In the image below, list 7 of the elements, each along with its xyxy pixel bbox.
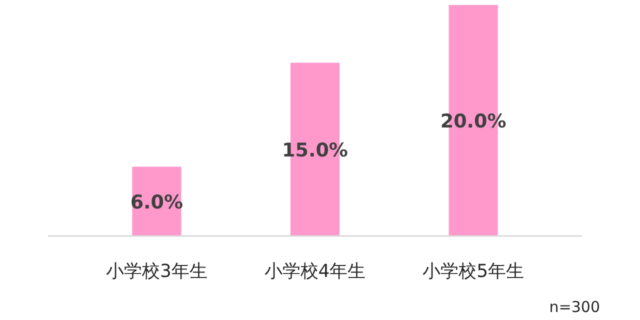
x-tick-label: 小学校5年生 [422, 261, 524, 282]
data-label: 20.0% [440, 110, 506, 132]
x-tick-label: 小学校3年生 [106, 261, 208, 282]
data-label: 15.0% [282, 139, 348, 162]
text: n=300 [549, 298, 600, 316]
data-label: 6.0% [130, 191, 184, 214]
x-tick-label: 小学校4年生 [264, 261, 366, 282]
